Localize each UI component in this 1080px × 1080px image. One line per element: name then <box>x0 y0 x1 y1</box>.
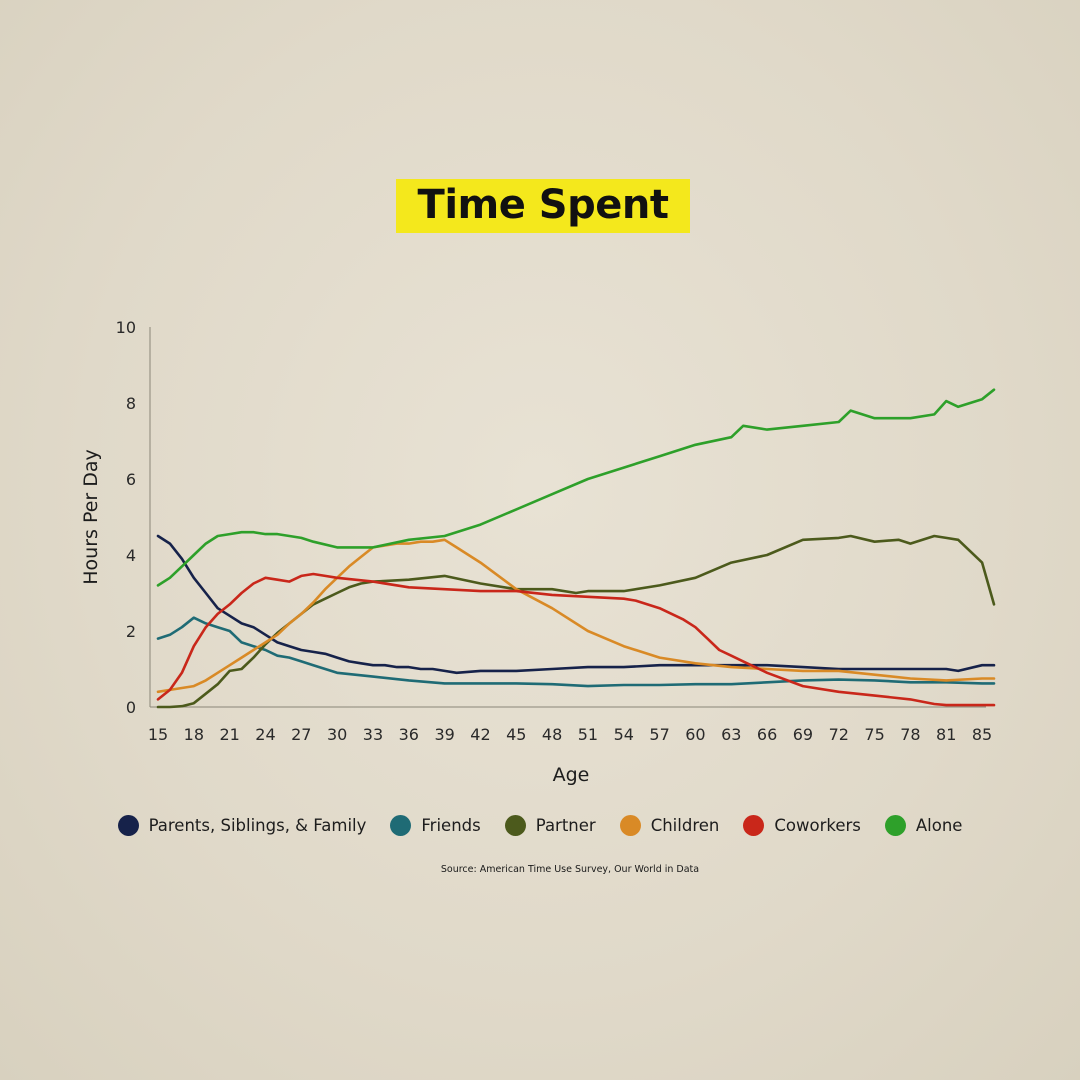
x-tick-label: 85 <box>972 725 992 744</box>
x-tick-label: 48 <box>542 725 562 744</box>
legend-item: Partner <box>504 814 596 836</box>
chart-title: Time Spent <box>395 179 691 233</box>
x-tick-label: 63 <box>721 725 741 744</box>
legend-swatch <box>884 814 906 836</box>
x-tick-label: 36 <box>399 725 419 744</box>
y-axis-ticks: 0 2 4 6 8 10 <box>116 318 136 717</box>
x-tick-label: 24 <box>255 725 275 744</box>
legend-swatch <box>743 814 765 836</box>
legend-swatch <box>390 814 412 836</box>
x-tick-label: 66 <box>757 725 777 744</box>
source-note: Source: American Time Use Survey, Our Wo… <box>440 864 700 875</box>
y-tick-label: 2 <box>126 622 136 641</box>
x-tick-label: 15 <box>148 725 168 744</box>
x-tick-label: 21 <box>219 725 239 744</box>
legend-item: Parents, Siblings, & Family <box>117 814 367 836</box>
x-tick-label: 60 <box>685 725 705 744</box>
series-line-1 <box>156 534 996 675</box>
y-tick-label: 8 <box>126 394 136 413</box>
y-tick-label: 10 <box>116 318 136 337</box>
legend-swatch <box>619 814 641 836</box>
x-axis-ticks: 15 18 21 24 27 30 33 36 39 42 45 48 51 54 57 60 63 66 69 72… <box>148 725 992 744</box>
legend-item: Friends <box>390 814 481 836</box>
legend-swatch <box>117 814 139 836</box>
x-tick-label: 51 <box>578 725 598 744</box>
x-tick-label: 54 <box>614 725 634 744</box>
legend-item: Children <box>619 814 720 836</box>
series-line-4 <box>156 538 996 694</box>
x-tick-label: 45 <box>506 725 526 744</box>
x-tick-label: 30 <box>327 725 347 744</box>
x-tick-label: 18 <box>184 725 204 744</box>
series-lines <box>156 388 996 709</box>
x-tick-label: 75 <box>864 725 884 744</box>
legend-label: Parents, Siblings, & Family <box>148 815 367 835</box>
chart-legend: Parents, Siblings, & Family Friends Partne… <box>100 810 980 840</box>
x-tick-label: 39 <box>434 725 454 744</box>
y-tick-label: 0 <box>126 698 136 717</box>
x-tick-label: 27 <box>291 725 311 744</box>
legend-label: Children <box>650 815 720 835</box>
x-axis-title: Age <box>553 764 590 786</box>
legend-label: Partner <box>535 815 596 835</box>
series-line-6 <box>156 388 996 587</box>
chart-title-wrap: Time Spent <box>383 179 703 233</box>
y-tick-label: 4 <box>126 546 136 565</box>
legend-label: Friends <box>421 815 481 835</box>
legend-label: Alone <box>915 815 963 835</box>
y-axis-title: Hours Per Day <box>80 449 102 585</box>
x-tick-label: 33 <box>363 725 383 744</box>
legend-item: Alone <box>884 814 963 836</box>
series-line-3 <box>156 534 996 709</box>
x-tick-label: 72 <box>829 725 849 744</box>
y-tick-label: 6 <box>126 470 136 489</box>
x-tick-label: 81 <box>936 725 956 744</box>
x-tick-label: 78 <box>900 725 920 744</box>
x-tick-label: 57 <box>649 725 669 744</box>
legend-label: Coworkers <box>774 815 861 835</box>
chart-axes <box>149 327 986 708</box>
series-line-5 <box>156 572 996 707</box>
x-tick-label: 42 <box>470 725 490 744</box>
legend-item: Coworkers <box>743 814 861 836</box>
legend-swatch <box>504 814 526 836</box>
series-line-2 <box>156 616 996 688</box>
x-tick-label: 69 <box>793 725 813 744</box>
